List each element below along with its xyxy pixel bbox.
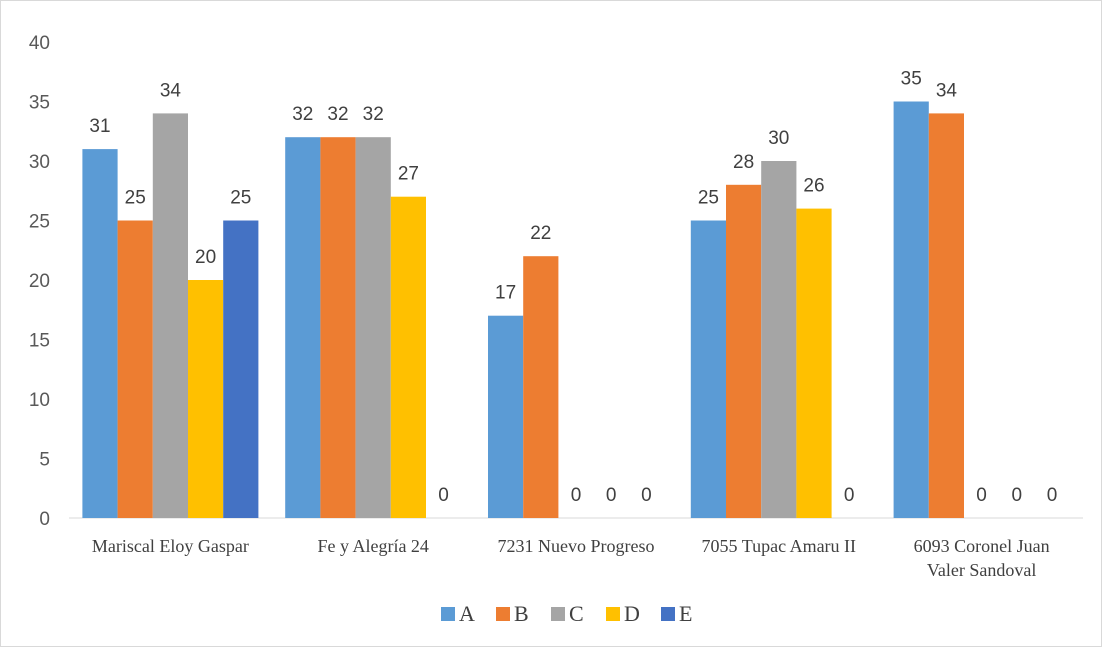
legend-label: B xyxy=(514,601,529,626)
bar xyxy=(355,137,391,518)
data-label: 0 xyxy=(606,485,617,506)
legend-swatch xyxy=(661,607,675,621)
data-label: 25 xyxy=(698,188,719,209)
y-tick-label: 10 xyxy=(29,390,50,411)
legend-label: D xyxy=(624,601,640,626)
x-tick-label: 6093 Coronel Juan xyxy=(914,536,1050,556)
x-tick-label: Mariscal Eloy Gaspar xyxy=(92,536,249,556)
data-label: 32 xyxy=(363,104,384,125)
data-label: 0 xyxy=(1047,485,1058,506)
data-label: 0 xyxy=(438,485,449,506)
data-label: 35 xyxy=(901,69,922,90)
y-tick-label: 15 xyxy=(29,331,50,352)
legend-swatch xyxy=(441,607,455,621)
legend-swatch xyxy=(496,607,510,621)
bar xyxy=(390,196,426,518)
y-axis: 0 5 10 15 20 25 30 35 40 xyxy=(29,33,50,530)
y-tick-label: 25 xyxy=(29,212,50,233)
data-label: 34 xyxy=(160,80,182,101)
bar xyxy=(690,220,726,518)
data-label: 22 xyxy=(530,223,551,244)
bar xyxy=(928,113,964,519)
data-label: 31 xyxy=(89,116,110,137)
y-tick-label: 0 xyxy=(39,509,50,530)
bar xyxy=(320,137,356,518)
data-label: 34 xyxy=(936,80,958,101)
bar xyxy=(285,137,321,518)
data-label: 20 xyxy=(195,247,216,268)
data-label: 17 xyxy=(495,283,516,304)
bar xyxy=(223,220,259,518)
legend-label: A xyxy=(459,601,475,626)
y-tick-label: 35 xyxy=(29,93,50,114)
data-label: 32 xyxy=(327,104,348,125)
x-tick-label: 7231 Nuevo Progreso xyxy=(498,536,655,556)
legend-swatch xyxy=(551,607,565,621)
bar xyxy=(726,184,762,519)
data-label: 30 xyxy=(768,128,789,149)
data-label: 25 xyxy=(230,188,251,209)
bars-group xyxy=(82,101,964,519)
data-label: 32 xyxy=(292,104,313,125)
bar xyxy=(893,101,929,518)
data-label: 0 xyxy=(1012,485,1023,506)
legend-label: E xyxy=(679,601,692,626)
data-label: 0 xyxy=(571,485,582,506)
bar xyxy=(761,161,797,518)
bar xyxy=(152,113,188,519)
data-label: 25 xyxy=(125,188,146,209)
bar xyxy=(188,280,224,518)
data-labels-group: 31 32 17 25 35 25 32 22 28 34 34 32 0 30 0 20 27 0 26 0 25 0 0… xyxy=(89,69,1057,507)
y-tick-label: 30 xyxy=(29,152,50,173)
bar xyxy=(488,315,524,518)
legend-label: C xyxy=(569,601,584,626)
y-tick-label: 5 xyxy=(39,450,50,471)
legend-swatch xyxy=(606,607,620,621)
data-label: 27 xyxy=(398,164,419,185)
data-label: 0 xyxy=(844,485,855,506)
bar xyxy=(523,256,559,518)
data-label: 26 xyxy=(803,176,824,197)
x-tick-label: 7055 Tupac Amaru II xyxy=(702,536,857,556)
y-tick-label: 20 xyxy=(29,271,50,292)
x-tick-label: Fe y Alegría 24 xyxy=(317,536,428,556)
data-label: 28 xyxy=(733,152,754,173)
bar xyxy=(796,208,832,518)
y-tick-label: 40 xyxy=(29,33,50,54)
bar xyxy=(82,149,118,518)
legend: A B C D E xyxy=(441,601,692,626)
x-tick-label: Valer Sandoval xyxy=(927,560,1036,580)
data-label: 0 xyxy=(641,485,652,506)
bar xyxy=(117,220,153,518)
data-label: 0 xyxy=(976,485,987,506)
x-axis: Mariscal Eloy Gaspar Fe y Alegría 24 7231 … xyxy=(69,517,1083,580)
